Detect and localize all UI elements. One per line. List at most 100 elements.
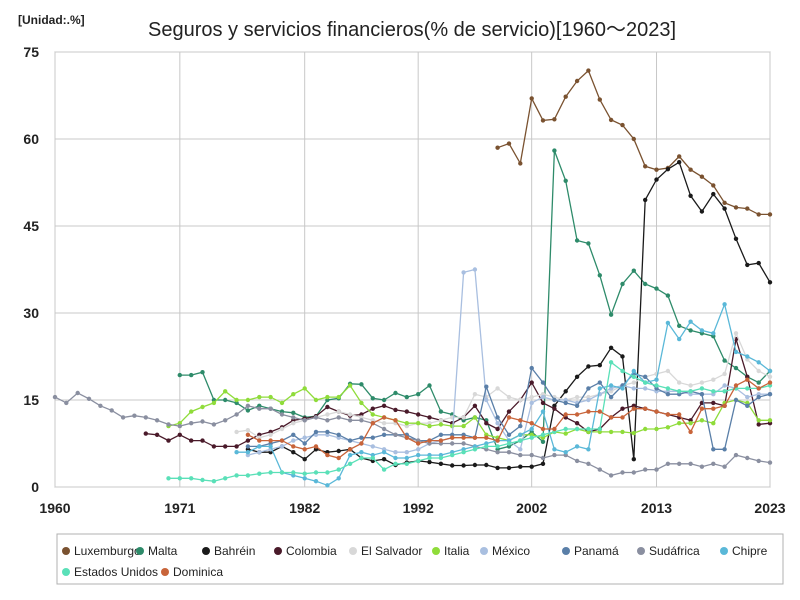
data-point xyxy=(291,438,296,443)
data-point xyxy=(200,419,205,424)
data-point xyxy=(359,450,364,455)
x-axis-ticks: 1960 1971 1982 1992 2002 2013 2023 xyxy=(39,500,785,516)
data-point xyxy=(189,372,194,378)
data-point xyxy=(665,167,671,172)
data-point xyxy=(245,450,251,455)
data-point xyxy=(189,421,194,426)
y-tick-label: 60 xyxy=(23,131,39,147)
data-point xyxy=(472,435,478,440)
data-point xyxy=(347,438,353,443)
data-point xyxy=(484,397,489,403)
data-point xyxy=(347,461,353,466)
data-point xyxy=(563,389,568,394)
data-point xyxy=(177,372,182,378)
data-point xyxy=(416,441,421,446)
data-point xyxy=(631,374,636,379)
data-point xyxy=(427,383,432,388)
data-point xyxy=(325,394,330,400)
data-point xyxy=(733,205,739,210)
data-point xyxy=(257,394,262,400)
series-mexico xyxy=(245,267,773,458)
x-tick-label: 1960 xyxy=(39,500,70,516)
data-point xyxy=(336,409,341,414)
data-point xyxy=(654,177,659,182)
data-point xyxy=(245,432,251,437)
data-point xyxy=(745,455,750,461)
data-point xyxy=(291,415,296,420)
data-point xyxy=(540,394,546,400)
data-point xyxy=(336,455,341,461)
data-point xyxy=(427,455,432,461)
data-point xyxy=(506,441,512,446)
data-point xyxy=(574,78,580,84)
data-point xyxy=(631,470,636,475)
data-point xyxy=(767,280,773,285)
data-point xyxy=(654,383,659,388)
data-point xyxy=(381,415,387,420)
data-point xyxy=(608,117,614,123)
data-point xyxy=(223,418,228,423)
data-point xyxy=(608,429,614,435)
data-point xyxy=(574,444,580,449)
data-point xyxy=(677,412,682,417)
data-point xyxy=(654,167,659,172)
legend-label-panama: Panamá xyxy=(574,544,619,558)
data-point xyxy=(711,421,716,426)
legend-marker-bahrein xyxy=(202,547,210,555)
data-point xyxy=(75,390,80,396)
data-point xyxy=(120,415,126,420)
y-tick-label: 0 xyxy=(31,479,39,495)
data-point xyxy=(279,412,285,417)
data-point xyxy=(586,397,591,403)
data-point xyxy=(506,450,512,455)
data-point xyxy=(699,174,705,179)
data-point xyxy=(552,117,557,122)
data-point xyxy=(495,438,500,443)
legend-label-italia: Italia xyxy=(444,544,470,558)
data-point xyxy=(223,397,228,403)
data-point xyxy=(745,354,750,359)
data-point xyxy=(677,336,682,342)
data-point xyxy=(677,323,682,328)
data-point xyxy=(257,450,262,455)
data-point xyxy=(325,404,330,410)
data-point xyxy=(245,444,251,449)
data-point xyxy=(143,431,148,436)
legend-marker-estados-unidos xyxy=(62,568,70,576)
x-tick-label: 2023 xyxy=(754,500,785,516)
data-point xyxy=(643,467,648,472)
data-point xyxy=(200,370,205,375)
data-point xyxy=(608,473,614,478)
data-point xyxy=(643,380,648,385)
data-point xyxy=(518,161,523,166)
data-point xyxy=(688,383,693,388)
data-point xyxy=(631,268,636,273)
data-point xyxy=(64,400,69,406)
data-point xyxy=(98,403,103,408)
legend-label-mexico: México xyxy=(492,544,530,558)
data-point xyxy=(325,470,330,475)
data-point xyxy=(745,377,750,382)
data-point xyxy=(722,403,727,408)
data-point xyxy=(722,200,727,205)
data-point xyxy=(472,403,478,408)
data-point xyxy=(506,409,512,414)
data-point xyxy=(506,465,512,471)
data-point xyxy=(381,426,387,432)
data-point xyxy=(404,409,409,414)
chart-title: Seguros y servicios financieros(% de ser… xyxy=(148,19,676,41)
data-point xyxy=(302,447,307,452)
data-point xyxy=(359,435,364,440)
data-point xyxy=(495,421,500,426)
data-point xyxy=(756,368,761,374)
data-point xyxy=(313,397,319,403)
data-point xyxy=(756,260,761,266)
data-point xyxy=(722,358,727,363)
data-point xyxy=(279,470,285,475)
data-point xyxy=(643,406,648,411)
data-point xyxy=(189,409,194,414)
data-point xyxy=(677,380,682,385)
data-point xyxy=(608,360,614,365)
data-point xyxy=(347,418,353,423)
data-point xyxy=(733,452,739,458)
